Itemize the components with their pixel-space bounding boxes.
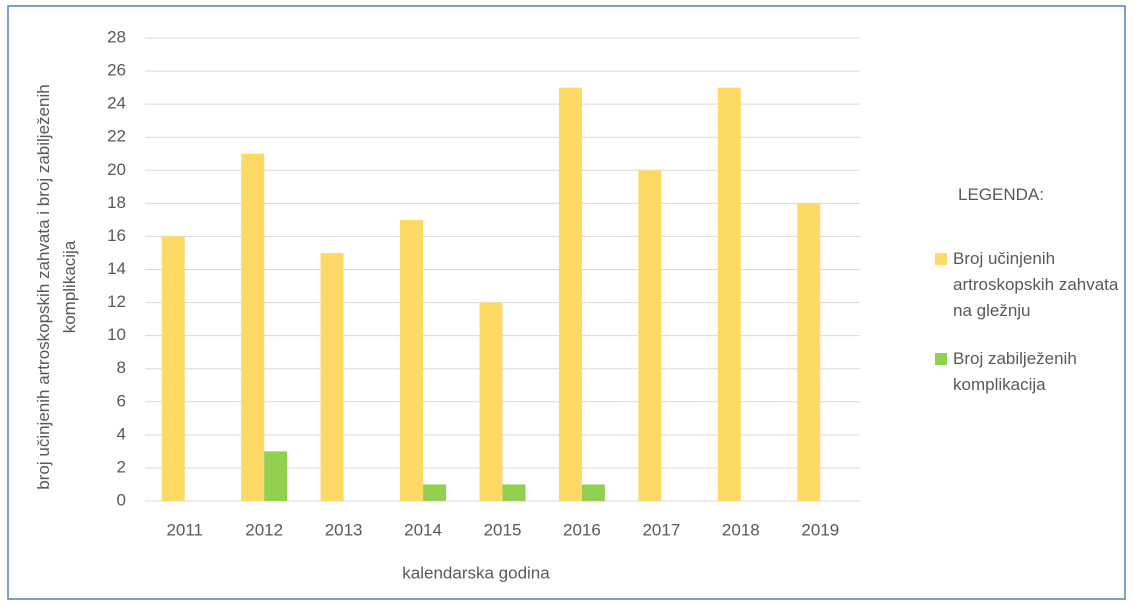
y-tick-label: 4	[117, 424, 126, 443]
x-axis-title: kalendarska godina	[402, 563, 550, 582]
x-tick-label: 2015	[484, 520, 522, 539]
y-tick-label: 26	[107, 61, 126, 80]
bar	[400, 219, 424, 501]
legend-title: LEGENDA:	[958, 185, 1044, 204]
x-tick-label: 2013	[325, 520, 363, 539]
bar	[638, 170, 662, 502]
bar	[558, 87, 582, 501]
y-axis-title: broj učinjenih artroskopskih zahvata i b…	[34, 84, 79, 490]
bar	[717, 87, 741, 501]
bar	[797, 203, 821, 501]
y-tick-label: 14	[107, 259, 126, 278]
y-tick-label: 12	[107, 292, 126, 311]
bar	[241, 153, 265, 501]
bar	[423, 484, 447, 501]
y-tick-label: 6	[117, 391, 126, 410]
y-tick-label: 16	[107, 226, 126, 245]
x-tick-label: 2018	[722, 520, 760, 539]
chart-border	[7, 5, 1126, 600]
y-tick-label: 2	[117, 457, 126, 476]
y-tick-label: 28	[107, 27, 126, 46]
legend-swatch	[935, 253, 947, 265]
legend-label: Broj učinjenih artroskopskih zahvata na …	[953, 249, 1119, 320]
y-tick-label: 24	[107, 94, 126, 113]
y-tick-label: 10	[107, 325, 126, 344]
x-tick-label: 2011	[166, 520, 203, 539]
y-tick-label: 8	[117, 358, 126, 377]
bar	[502, 484, 526, 501]
x-tick-label: 2019	[801, 520, 839, 539]
y-tick-label: 22	[107, 127, 126, 146]
x-tick-label: 2014	[404, 520, 442, 539]
y-tick-label: 18	[107, 193, 126, 212]
legend-swatch	[935, 353, 947, 365]
bar	[581, 484, 605, 501]
x-tick-label: 2016	[563, 520, 601, 539]
x-tick-label: 2017	[642, 520, 680, 539]
bar	[264, 451, 288, 501]
bar	[479, 302, 503, 501]
x-tick-label: 2012	[245, 520, 283, 539]
bar	[320, 252, 344, 501]
legend-label: Broj zabilježenih komplikacija	[953, 349, 1077, 394]
bar	[161, 236, 185, 501]
y-tick-label: 20	[107, 160, 126, 179]
y-tick-label: 0	[117, 490, 126, 509]
